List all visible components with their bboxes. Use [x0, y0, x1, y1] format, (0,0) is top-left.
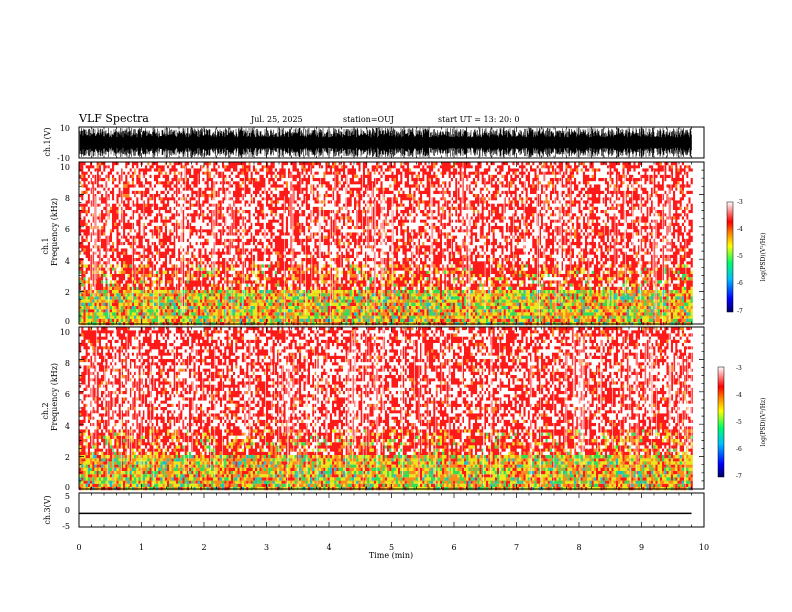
ch1-spectrogram-heatmap	[79, 162, 693, 337]
ch3-waveform-panel: 5 0 -5 ch.3(V)	[43, 492, 705, 531]
ch1-spec-cyan-cells	[79, 290, 689, 326]
ch1-waveform-path	[79, 128, 692, 157]
ch3-waveform-ylabel: ch.3(V)	[43, 495, 52, 524]
ch1-spectrogram-panel: 0 2 4 6 8 10 ch.1 Frequency (kHz)	[41, 161, 705, 337]
ch2-spec-ytick-8: 8	[65, 359, 70, 368]
ch3-ytick-m5: -5	[62, 522, 70, 531]
x-tick-label-4: 4	[326, 543, 331, 552]
ch1-waveform-trace	[79, 128, 692, 157]
x-tick-label-7: 7	[514, 543, 519, 552]
ch3-waveform-frame	[78, 492, 705, 528]
ch2-colorbar-label: log(PSD)(V²/Hz)	[760, 398, 767, 447]
ch1-waveform-ylabel: ch.1(V)	[43, 127, 52, 156]
ch2-spec-ytick-6: 6	[65, 390, 70, 399]
time-axis-ticks	[78, 127, 705, 527]
x-tick-label-5: 5	[389, 543, 394, 552]
x-tick-label-9: 9	[639, 543, 644, 552]
ch2-spectrogram-panel: 0 2 4 6 8 10 ch.2 Frequency (kHz)	[41, 326, 705, 501]
ch1-colorbar: -3 -4 -5 -6 -7 log(PSD)(V²/Hz)	[726, 199, 767, 315]
x-tick-label-10: 10	[699, 543, 709, 552]
x-tick-label-6: 6	[451, 543, 456, 552]
ch2-spec-ytick-4: 4	[65, 422, 70, 431]
ch1-cb-tick-m7: -7	[737, 308, 743, 315]
ch2-colorbar: -3 -4 -5 -6 -7 log(PSD)(V²/Hz)	[717, 365, 767, 480]
ch1-spec-ytick-10: 10	[60, 163, 70, 172]
ch1-spec-white-streaks	[89, 162, 687, 337]
axis-tick-marks	[78, 127, 705, 527]
x-tick-label-8: 8	[576, 543, 581, 552]
ch2-spec-white-streaks	[86, 327, 692, 501]
ch2-spec-ylabel-channel: ch.2	[41, 402, 50, 419]
ch2-cb-tick-m6: -6	[736, 446, 742, 453]
ch2-spec-ylabel-frequency: Frequency (kHz)	[50, 363, 59, 431]
ch1-colorbar-label: log(PSD)(V²/Hz)	[760, 233, 767, 282]
ch2-spec-ytick-0: 0	[65, 483, 70, 492]
ch1-spec-ytick-6: 6	[65, 225, 70, 234]
station-label: station=OUJ	[343, 115, 394, 124]
ch1-ytick-bottom: -10	[57, 154, 70, 163]
ch1-cb-tick-m3: -3	[737, 199, 743, 206]
start-time-label: start UT = 13: 20: 0	[438, 115, 519, 124]
x-axis-label: Time (min)	[369, 551, 413, 560]
ch3-ytick-0: 0	[65, 506, 70, 515]
ch2-cb-tick-m3: -3	[736, 365, 742, 372]
ch2-spec-white-cells	[79, 327, 693, 455]
ch1-ytick-top: 10	[60, 124, 70, 133]
ch1-spec-green-cells	[79, 264, 693, 326]
x-tick-label-3: 3	[264, 543, 269, 552]
ch2-spectrogram-heatmap	[79, 327, 693, 501]
ch1-cb-tick-m4: -4	[737, 226, 743, 233]
ch1-waveform-panel: 10 -10 ch.1(V)	[43, 124, 705, 163]
ch2-cb-tick-m7: -7	[736, 473, 742, 480]
ch2-spec-ytick-2: 2	[65, 453, 70, 462]
chart-title: VLF Spectra	[78, 112, 149, 125]
ch2-spec-orange-cells	[79, 327, 693, 491]
ch1-spec-ytick-8: 8	[65, 194, 70, 203]
ch1-spec-ylabel-channel: ch.1	[41, 237, 50, 254]
ch1-spec-ytick-2: 2	[65, 288, 70, 297]
ch3-ytick-5: 5	[65, 492, 70, 501]
x-tick-label-0: 0	[76, 543, 81, 552]
ch2-cb-tick-m4: -4	[736, 392, 742, 399]
ch2-colorbar-gradient	[717, 366, 725, 478]
ch2-cb-tick-m5: -5	[736, 419, 742, 426]
ch1-spec-ytick-0: 0	[65, 317, 70, 326]
ch2-spec-yellow-cells	[79, 429, 693, 491]
ch2-spec-green-cells	[79, 429, 693, 491]
ch2-spec-ytick-10: 10	[60, 328, 70, 337]
ch1-colorbar-gradient	[726, 201, 734, 313]
ch1-spec-ytick-4: 4	[65, 257, 70, 266]
x-tick-labels: 0 1 2 3 4 5 6 7 8 9 10	[76, 543, 709, 552]
ch1-cb-tick-m6: -6	[737, 280, 743, 287]
x-tick-label-2: 2	[201, 543, 206, 552]
ch2-spec-red-cells	[79, 327, 693, 491]
ch1-cb-tick-m5: -5	[737, 253, 743, 260]
date-label: Jul. 25, 2025	[250, 115, 303, 124]
ch1-spec-ylabel-frequency: Frequency (kHz)	[50, 198, 59, 266]
x-tick-label-1: 1	[139, 543, 144, 552]
